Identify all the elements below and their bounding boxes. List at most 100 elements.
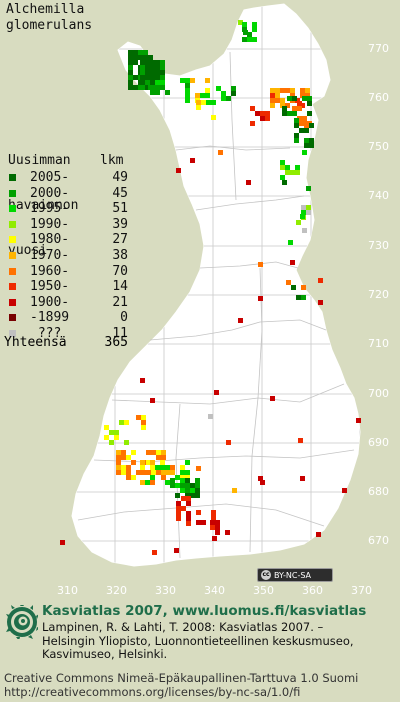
occurrence-square [150,480,155,485]
occurrence-square [140,378,145,383]
legend-heading-line3: vuosi [8,243,48,258]
occurrence-square [287,96,292,101]
occurrence-square [210,520,215,525]
occurrence-square [161,455,166,460]
occurrence-square [282,106,287,111]
occurrence-square [201,520,206,525]
occurrence-square [160,460,165,465]
occurrence-square [160,65,165,70]
legend-count: 45 [112,185,128,201]
occurrence-square [270,103,275,108]
occurrence-square [119,420,124,425]
occurrence-square [300,476,305,481]
occurrence-square [258,262,263,267]
occurrence-square [160,60,165,65]
occurrence-square [258,476,263,481]
occurrence-square [181,496,186,501]
occurrence-square [318,300,323,305]
occurrence-square [295,165,300,170]
occurrence-square [201,100,206,105]
occurrence-square [307,101,312,106]
occurrence-square [294,138,299,143]
y-tick-label: 760 [368,91,389,104]
occurrence-square [185,88,190,93]
occurrence-square [275,93,280,98]
occurrence-square [290,88,295,93]
occurrence-square [306,210,311,215]
occurrence-square [205,88,210,93]
occurrence-square [185,83,190,88]
occurrence-square [225,530,230,535]
occurrence-square [150,475,155,480]
legend-label: ??? [30,326,62,341]
occurrence-square [297,106,302,111]
occurrence-square [160,75,165,80]
occurrence-square [186,511,191,516]
legend-item: 1970- 38 [8,248,138,263]
occurrence-square [145,480,150,485]
legend-swatch [9,330,16,337]
legend-label: 1970- [30,248,70,263]
occurrence-square [170,483,175,488]
occurrence-square [128,50,133,55]
occurrence-square [190,78,195,83]
occurrence-square [152,550,157,555]
occurrence-square [170,478,175,483]
occurrence-square [128,60,133,65]
occurrence-square [290,93,295,98]
occurrence-square [174,548,179,553]
occurrence-square [185,470,190,475]
occurrence-square [190,493,195,498]
occurrence-square [175,493,180,498]
occurrence-square [252,37,257,42]
occurrence-square [205,78,210,83]
occurrence-square [216,86,221,91]
legend-count: 11 [112,326,128,341]
occurrence-square [150,75,155,80]
occurrence-square [180,470,185,475]
occurrence-square [306,205,311,210]
occurrence-square [116,470,121,475]
occurrence-square [214,390,219,395]
occurrence-square [180,483,185,488]
occurrence-square [270,396,275,401]
occurrence-square [294,123,299,128]
occurrence-square [109,440,114,445]
occurrence-square [176,511,181,516]
occurrence-square [280,88,285,93]
occurrence-square [128,70,133,75]
distribution-map: Alchemilla glomerulans Uusimman havainno… [4,2,389,597]
occurrence-square [190,483,195,488]
occurrence-square [145,80,150,85]
occurrence-square [151,470,156,475]
legend-count: 70 [112,263,128,279]
occurrence-square [290,170,295,175]
legend-count: 0 [120,310,128,326]
occurrence-square [160,465,165,470]
legend-item: 1960- 70 [8,264,138,279]
occurrence-square [150,60,155,65]
occurrence-square [104,435,109,440]
footer-title: Kasviatlas 2007, www.luomus.fi/kasviatla… [42,603,367,619]
legend-swatch [9,298,16,306]
occurrence-square [161,475,166,480]
legend-item: 2005- 49 [8,170,138,185]
legend-count: 51 [112,201,128,217]
occurrence-square [155,60,160,65]
occurrence-square [297,101,302,106]
occurrence-square [133,75,138,80]
occurrence-square [161,470,166,475]
occurrence-square [176,506,181,511]
legend-label: 2005- [30,170,70,185]
legend-label: 1900- [30,294,70,310]
occurrence-square [196,100,201,105]
occurrence-square [307,111,312,116]
occurrence-square [195,488,200,493]
occurrence-square [126,455,131,460]
occurrence-square [165,470,170,475]
legend-label: 1980- [30,232,70,248]
occurrence-square [300,214,305,219]
occurrence-square [186,501,191,506]
cc-license-badge: cc BY-NC-SA [257,568,333,582]
legend-swatch [9,205,16,213]
